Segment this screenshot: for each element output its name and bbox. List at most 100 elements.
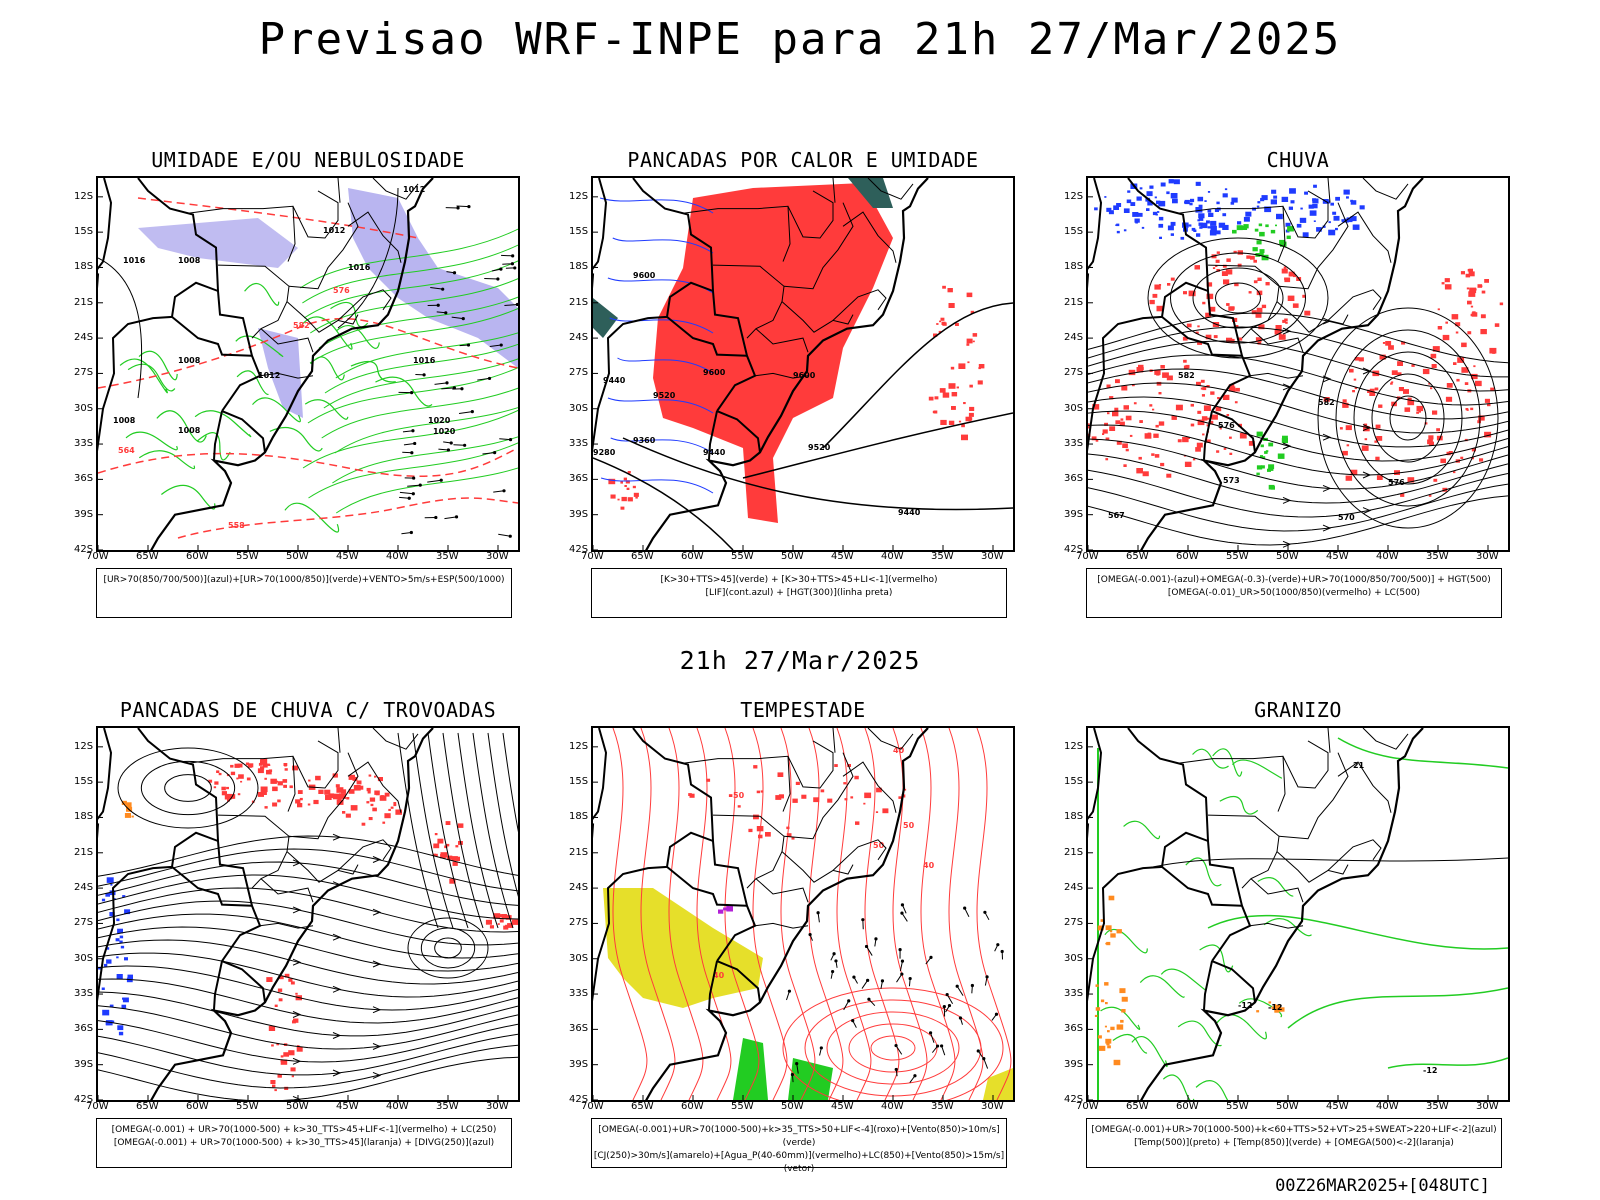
- red-rain-speck: [1453, 362, 1457, 365]
- orange-omega-speck: [1110, 933, 1116, 938]
- country-border: [221, 960, 266, 1003]
- lat-tick-label: 21S: [1064, 296, 1084, 308]
- country-border: [666, 316, 748, 357]
- blue-divg-speck: [127, 974, 133, 979]
- lat-tick-label: 33S: [74, 988, 94, 1000]
- red-rain-speck: [1197, 410, 1202, 414]
- red-rain-speck: [1088, 423, 1090, 429]
- green-omega-speck: [1279, 239, 1285, 245]
- state-border: [259, 372, 314, 379]
- hgt500-label: 573: [1223, 476, 1240, 485]
- green-omega-speck: [1277, 453, 1285, 459]
- lon-tick-label: 60W: [186, 551, 209, 562]
- lon-tick-label: 40W: [881, 551, 904, 562]
- blue-omega-speck: [1154, 196, 1157, 199]
- temp850-contour: [1238, 998, 1283, 1018]
- red-storm-speck: [501, 914, 508, 919]
- red-instability-speck: [951, 392, 958, 397]
- teal-area: [848, 178, 893, 208]
- blue-omega-speck: [1271, 189, 1277, 194]
- red-storm-speck: [279, 975, 284, 980]
- wind-vector-head: [867, 997, 871, 1001]
- red-pw-speck: [758, 834, 763, 839]
- red-rain-speck: [1484, 279, 1489, 283]
- red-storm-speck: [313, 799, 319, 805]
- red-rain-speck: [1192, 458, 1196, 461]
- red-rain-speck: [1222, 264, 1227, 268]
- red-rain-speck: [1248, 291, 1252, 294]
- lc250-streamline: [98, 861, 518, 906]
- lc250-contour: [117, 747, 259, 829]
- red-rain-speck: [1253, 280, 1258, 284]
- red-rain-speck: [1448, 451, 1453, 455]
- lat-tick-label: 15S: [1064, 776, 1084, 788]
- lon-tick-label: 45W: [1326, 551, 1349, 562]
- blue-omega-speck: [1106, 207, 1112, 212]
- state-border: [781, 851, 854, 883]
- temp850-contour: [1337, 737, 1508, 769]
- blue-omega-speck: [1304, 191, 1308, 195]
- green-omega-speck: [1256, 465, 1263, 470]
- lc500-streamline-arrow: [1362, 507, 1372, 515]
- red-rain-speck: [1229, 436, 1232, 439]
- hgt300-label: 9600: [703, 368, 726, 377]
- blue-omega-speck: [1207, 226, 1211, 229]
- blue-divg-speck: [122, 997, 129, 1003]
- red-rain-speck: [1251, 310, 1257, 315]
- red-rain-speck: [1475, 380, 1482, 387]
- isobar-label: 1016: [413, 356, 436, 365]
- lc850-contour: [870, 1035, 916, 1061]
- lon-tick-label: 50W: [286, 1101, 309, 1112]
- red-instability-speck: [617, 498, 620, 501]
- red-instability-speck: [942, 322, 947, 326]
- blue-omega-speck: [1146, 208, 1150, 211]
- green-humidity-contour: [302, 244, 518, 304]
- red-pw-speck: [777, 772, 784, 777]
- red-instability-speck: [970, 310, 975, 314]
- red-storm-speck: [368, 774, 372, 777]
- country-border: [137, 728, 219, 842]
- red-instability-speck: [978, 367, 981, 370]
- red-rain-speck: [1407, 399, 1415, 406]
- temp850-contour: [1207, 914, 1508, 950]
- red-pw-speck: [775, 795, 782, 800]
- orange-omega-speck: [1105, 925, 1112, 931]
- map-panel: CHUVA 582 576 582 573 576 570 567 12S 15S 18S 21S 24…: [1038, 148, 1518, 618]
- state-border: [783, 202, 854, 290]
- lon-tick-label: 70W: [86, 1101, 109, 1112]
- wind-vector: [399, 491, 414, 495]
- wind-vector-head: [449, 441, 453, 445]
- red-storm-speck: [240, 780, 243, 783]
- red-storm-speck: [395, 809, 402, 815]
- lc250-streamline-arrow: [292, 906, 302, 914]
- green-humidity-contour: [318, 296, 518, 349]
- lat-tick-label: 30S: [74, 952, 94, 964]
- red-rain-speck: [1216, 269, 1220, 272]
- state-border: [292, 190, 339, 239]
- red-storm-speck: [266, 769, 272, 775]
- blue-omega-speck: [1312, 204, 1318, 209]
- panel-title: TEMPESTADE: [740, 698, 866, 722]
- wind-vector-head: [513, 266, 517, 270]
- temp850-contour: [1185, 857, 1222, 887]
- red-instability-speck: [620, 481, 623, 484]
- blue-divg-speck: [110, 884, 113, 886]
- lat-tick-label: 12S: [74, 740, 94, 752]
- blue-omega-speck: [1158, 223, 1164, 228]
- wind-vector: [434, 382, 448, 385]
- blue-omega-speck: [1115, 224, 1118, 226]
- wind-vector-head: [493, 451, 497, 455]
- thickness-label: 558: [228, 521, 245, 530]
- blue-divg-speck: [119, 935, 124, 939]
- lat-tick-label: 36S: [569, 1023, 589, 1035]
- red-rain-speck: [1129, 434, 1133, 437]
- mid-date: 21h 27/Mar/2025: [679, 646, 921, 675]
- wind-vector-head: [958, 1016, 963, 1020]
- red-rain-speck: [1432, 410, 1438, 415]
- orange-omega-speck: [1273, 1004, 1277, 1007]
- wind-vector: [402, 430, 413, 433]
- orange-omega-speck: [1108, 895, 1115, 901]
- green-humidity-contour: [310, 356, 345, 381]
- red-pw-speck: [850, 796, 854, 799]
- blue-omega-speck: [1191, 227, 1196, 231]
